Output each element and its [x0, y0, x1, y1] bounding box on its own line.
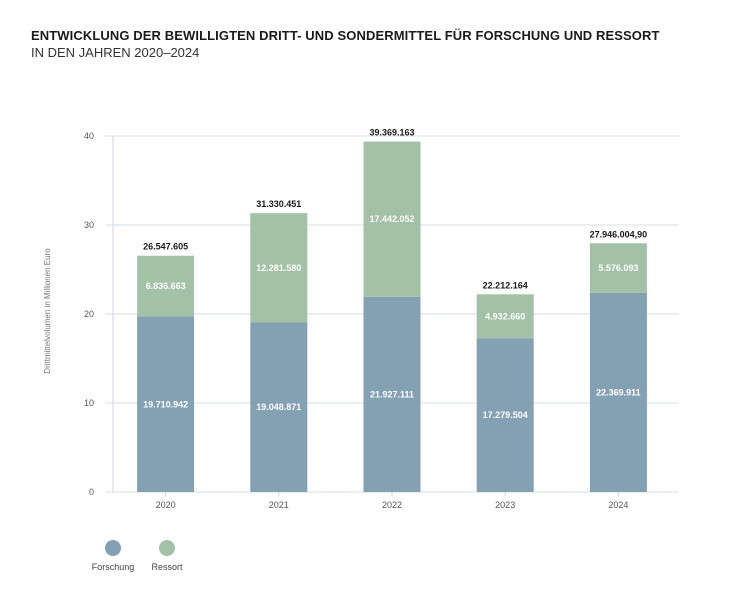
y-tick-label: 0: [89, 487, 94, 497]
total-value-label: 22.212.164: [483, 280, 528, 290]
segment-value-label: 6.836.663: [146, 281, 186, 291]
segment-value-label: 5.576.093: [598, 263, 638, 273]
chart-title: ENTWICKLUNG DER BEWILLIGTEN DRITT- UND S…: [31, 28, 660, 43]
x-tick-label: 2023: [495, 500, 515, 510]
bars: 19.710.942 6.836.663 26.547.605 19.048.871 1…: [137, 128, 647, 492]
bar-segment-ressort: [137, 255, 195, 317]
y-tick-label: 30: [84, 220, 94, 230]
total-value-label: 27.946.004,90: [590, 229, 648, 239]
bar-segment-forschung: [250, 322, 308, 492]
bar-segment-forschung: [589, 292, 647, 492]
legend: Forschung Ressort: [92, 540, 183, 572]
x-tick-label: 2024: [608, 500, 628, 510]
chart-subtitle: IN DEN JAHREN 2020–2024: [31, 45, 200, 60]
x-axis-ticks: 2020 2021 2022 2023 2024: [156, 492, 628, 510]
segment-value-label: 17.442.052: [369, 214, 414, 224]
total-value-label: 39.369.163: [369, 128, 414, 138]
legend-label-ressort: Ressort: [151, 562, 183, 572]
y-tick-label: 10: [84, 398, 94, 408]
legend-label-forschung: Forschung: [92, 562, 135, 572]
bar-segment-ressort: [476, 294, 534, 339]
y-tick-label: 40: [84, 131, 94, 141]
segment-value-label: 19.710.942: [143, 399, 188, 409]
grid-lines: [105, 135, 679, 493]
y-axis-label: Drittmittelvolumen in Millionen Euro: [43, 248, 52, 374]
bar-segment-forschung: [137, 316, 195, 492]
segment-value-label: 4.932.660: [485, 311, 525, 321]
bar-segment-ressort: [363, 141, 421, 297]
x-tick-label: 2020: [156, 500, 176, 510]
x-tick-label: 2022: [382, 500, 402, 510]
y-tick-label: 20: [84, 309, 94, 319]
legend-swatch-ressort: [159, 540, 175, 556]
y-axis-ticks: 0 10 20 30 40: [84, 131, 94, 497]
total-value-label: 26.547.605: [143, 242, 188, 252]
segment-value-label: 17.279.504: [483, 410, 528, 420]
segment-value-label: 21.927.111: [370, 389, 414, 399]
bar-segment-forschung: [476, 338, 534, 492]
bar-segment-forschung: [363, 296, 421, 492]
segment-value-label: 22.369.911: [596, 387, 641, 397]
segment-value-label: 12.281.580: [256, 263, 301, 273]
total-value-label: 31.330.451: [256, 199, 301, 209]
x-tick-label: 2021: [269, 500, 289, 510]
bar-segment-ressort: [250, 213, 308, 323]
bar-segment-ressort: [589, 243, 647, 293]
legend-swatch-forschung: [105, 540, 121, 556]
segment-value-label: 19.048.871: [256, 402, 301, 412]
